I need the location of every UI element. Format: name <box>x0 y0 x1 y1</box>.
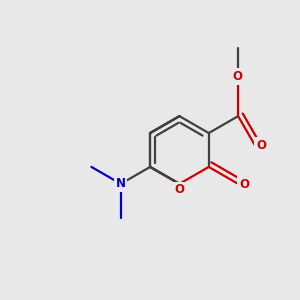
Text: O: O <box>239 178 249 191</box>
Text: O: O <box>233 70 243 83</box>
Text: N: N <box>116 177 126 190</box>
Text: O: O <box>174 183 184 196</box>
Text: O: O <box>256 139 266 152</box>
